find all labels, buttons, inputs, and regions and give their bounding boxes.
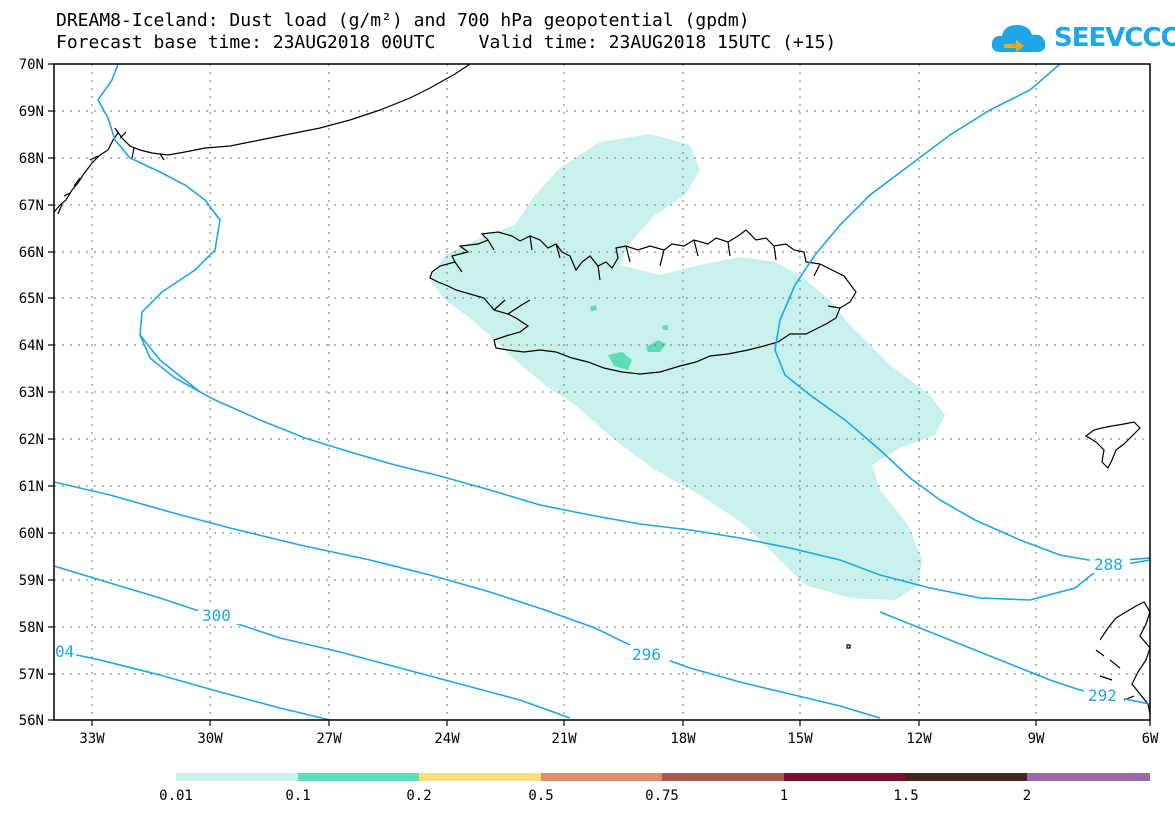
lat-label: 62N — [19, 432, 44, 448]
seevccc-cloud-logo-icon — [991, 25, 1046, 52]
lat-label: 60N — [19, 526, 44, 542]
lat-label: 68N — [19, 151, 44, 167]
colorbar-label: 0.01 — [159, 788, 193, 804]
lon-label: 21W — [551, 731, 577, 747]
contour-304 — [53, 649, 331, 721]
contour-label: 04 — [55, 642, 74, 661]
colorbar: 0.01 0.1 0.2 0.5 0.75 1 1.5 2 — [159, 773, 1150, 804]
greenland-fjords — [57, 131, 165, 215]
colorbar-label: 2 — [1023, 788, 1031, 804]
colorbar-swatch — [1027, 773, 1150, 781]
dust-load-patch — [646, 340, 666, 352]
colorbar-swatch — [419, 773, 541, 781]
lat-label: 56N — [19, 713, 44, 729]
axis-ticks — [48, 63, 1151, 726]
rockall-islet — [846, 644, 851, 649]
faroe-islands — [1084, 421, 1141, 470]
lon-label: 27W — [316, 731, 342, 747]
colorbar-swatch — [784, 773, 906, 781]
colorbar-swatch — [662, 773, 784, 781]
lat-label: 57N — [19, 667, 44, 683]
map-gridlines — [54, 64, 1150, 720]
lat-label: 65N — [19, 291, 44, 307]
colorbar-swatch — [298, 773, 419, 781]
lat-label: 61N — [19, 479, 44, 495]
contour-292 — [774, 63, 1151, 563]
colorbar-label: 0.75 — [645, 788, 679, 804]
contour-label: 300 — [202, 606, 231, 625]
iceland-coast — [429, 229, 857, 375]
colorbar-swatch — [906, 773, 1027, 781]
geopotential-contours — [53, 63, 1151, 721]
lon-label: 9W — [1028, 731, 1045, 747]
lat-label: 59N — [19, 573, 44, 589]
lat-label: 67N — [19, 198, 44, 214]
lon-label: 6W — [1142, 731, 1159, 747]
contour-296-upper — [139, 334, 201, 393]
colorbar-label: 0.2 — [406, 788, 431, 804]
lon-label: 24W — [434, 731, 460, 747]
contour-label: 288 — [1094, 555, 1123, 574]
contour-label: 296 — [632, 645, 661, 664]
longitude-labels: 33W 30W 27W 24W 21W 18W 15W 12W 9W 6W — [79, 731, 1159, 747]
latitude-labels: 70N 69N 68N 67N 66N 65N 64N 63N 62N 61N … — [19, 57, 44, 729]
contour-labels: 300 296 288 292 04 — [54, 555, 1130, 705]
scotland-coast — [1095, 601, 1151, 715]
map-title-line-1: DREAM8-Iceland: Dust load (g/m²) and 700… — [56, 10, 750, 31]
logo-text: SEEVCCC — [1054, 23, 1175, 53]
greenland-coast — [53, 63, 471, 213]
lat-label: 64N — [19, 338, 44, 354]
colorbar-swatch — [541, 773, 662, 781]
lon-label: 18W — [670, 731, 696, 747]
contour-296 — [53, 481, 881, 719]
lat-label: 63N — [19, 385, 44, 401]
iceland-fjords — [454, 235, 841, 315]
lon-label: 30W — [197, 731, 223, 747]
coastlines — [53, 63, 1151, 715]
contour-300 — [53, 565, 571, 719]
lon-label: 15W — [787, 731, 813, 747]
colorbar-label: 1 — [780, 788, 788, 804]
lon-label: 12W — [906, 731, 932, 747]
colorbar-label: 0.1 — [285, 788, 310, 804]
lon-label: 33W — [79, 731, 105, 747]
map-title-line-2: Forecast base time: 23AUG2018 00UTC Vali… — [56, 32, 837, 53]
lat-label: 58N — [19, 620, 44, 636]
contour-288 — [97, 63, 1151, 601]
dust-load-patch — [662, 325, 668, 330]
lat-label: 70N — [19, 57, 44, 73]
dust-load-patch — [608, 352, 632, 370]
colorbar-swatch — [176, 773, 298, 781]
dust-load-area — [430, 134, 945, 600]
lat-label: 69N — [19, 104, 44, 120]
dust-load-patch — [590, 305, 597, 311]
lat-label: 66N — [19, 245, 44, 261]
colorbar-label: 1.5 — [893, 788, 918, 804]
colorbar-label: 0.5 — [528, 788, 553, 804]
contour-label: 292 — [1088, 686, 1117, 705]
